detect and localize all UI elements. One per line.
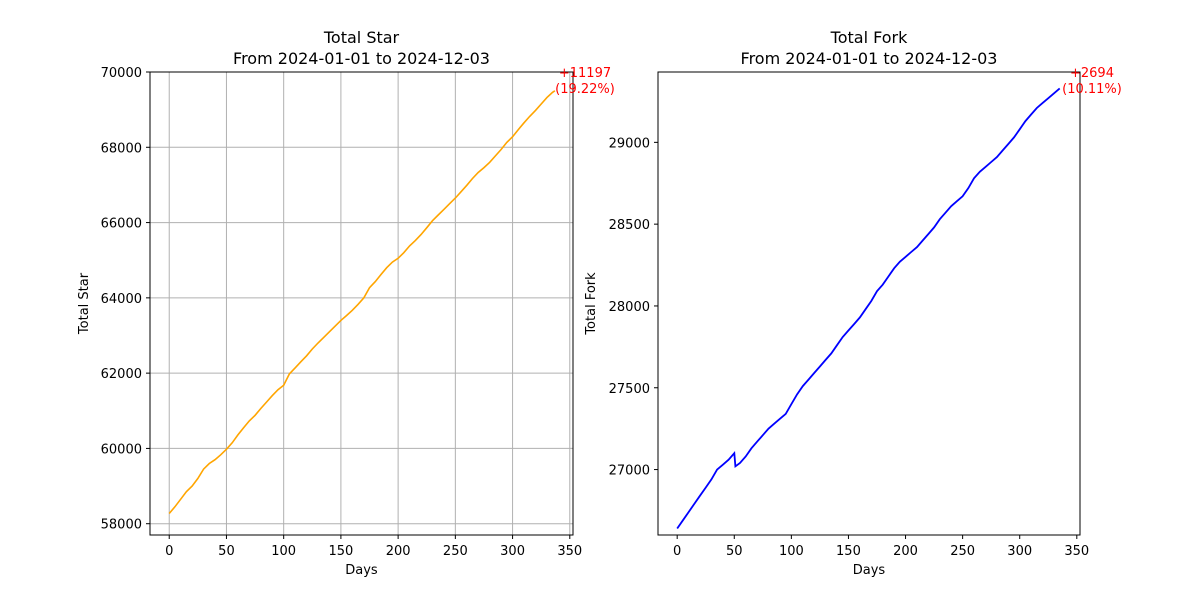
fork-x-tick-label: 300 (1007, 544, 1032, 559)
fork-y-tick-label: 29000 (609, 136, 650, 151)
star-x-tick-label: 350 (557, 544, 582, 559)
fork-x-tick-label: 150 (836, 544, 861, 559)
fork-y-axis-label: Total Fork (584, 272, 599, 336)
star-x-tick-label: 150 (328, 544, 353, 559)
star-y-tick-label: 64000 (101, 292, 142, 307)
star-plot-frame (149, 71, 574, 536)
star-x-tick-label: 0 (165, 544, 173, 559)
fork-x-tick-label: 200 (893, 544, 918, 559)
fork-x-ticks: 0 50 100 150 200 250 300 350 (673, 535, 1089, 559)
star-chart: 0 50 100 150 200 250 300 350 58000 60000 62000 640… (77, 28, 615, 578)
star-x-tick-label: 250 (443, 544, 468, 559)
star-annotation-percent: (19.22%) (555, 82, 615, 97)
star-x-ticks: 0 50 100 150 200 250 300 350 (165, 535, 582, 559)
star-plot-area (150, 72, 573, 535)
fork-x-tick-label: 250 (950, 544, 975, 559)
fork-y-ticks: 27000 27500 28000 28500 29000 (609, 136, 658, 479)
fork-annotation-change: +2694 (1070, 66, 1114, 81)
star-title-line2: From 2024-01-01 to 2024-12-03 (233, 49, 490, 68)
fork-title-line1: Total Fork (830, 28, 908, 47)
star-y-tick-label: 66000 (101, 217, 142, 232)
star-y-ticks: 58000 60000 62000 64000 66000 68000 70000 (101, 66, 150, 533)
star-title-line1: Total Star (323, 28, 400, 47)
fork-x-tick-label: 350 (1064, 544, 1089, 559)
fork-x-tick-label: 50 (726, 544, 743, 559)
fork-x-tick-label: 0 (673, 544, 681, 559)
star-y-tick-label: 60000 (101, 442, 142, 457)
fork-y-tick-label: 27000 (609, 464, 650, 479)
star-y-tick-label: 58000 (101, 518, 142, 533)
fork-x-axis-label: Days (853, 563, 886, 578)
fork-title-line2: From 2024-01-01 to 2024-12-03 (741, 49, 998, 68)
star-y-axis-label: Total Star (77, 272, 92, 335)
star-y-tick-label: 68000 (101, 141, 142, 156)
fork-x-tick-label: 100 (779, 544, 804, 559)
star-x-axis-label: Days (345, 563, 378, 578)
star-annotation-change: +11197 (559, 66, 611, 81)
star-y-tick-label: 70000 (101, 66, 142, 81)
fork-series-line (676, 87, 1061, 530)
star-x-tick-label: 100 (271, 544, 296, 559)
fork-chart: 0 50 100 150 200 250 300 350 27000 27500 28000 285… (584, 28, 1122, 578)
star-x-tick-label: 50 (218, 544, 235, 559)
star-x-tick-label: 300 (500, 544, 525, 559)
star-x-tick-label: 200 (386, 544, 411, 559)
star-y-tick-label: 62000 (101, 367, 142, 382)
star-series-line (168, 90, 556, 515)
fork-y-tick-label: 28000 (609, 300, 650, 315)
fork-y-tick-label: 27500 (609, 382, 650, 397)
fork-plot-frame (657, 71, 1081, 536)
fork-annotation-percent: (10.11%) (1062, 82, 1122, 97)
fork-y-tick-label: 28500 (609, 218, 650, 233)
